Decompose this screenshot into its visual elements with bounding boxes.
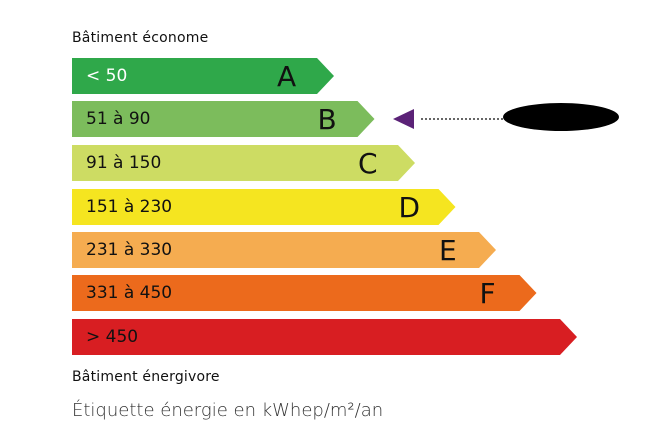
energy-class-f: 331 à 450 F [72, 275, 537, 311]
bottom-caption: Bâtiment énergivore [72, 369, 220, 385]
class-bar-shape [72, 232, 496, 268]
class-bar-shape [72, 189, 456, 225]
class-range: < 50 [86, 66, 128, 86]
class-letter: B [317, 103, 337, 136]
top-caption: Bâtiment économe [72, 30, 209, 46]
class-letter: F [479, 277, 496, 310]
class-bar-shape [72, 58, 334, 94]
class-bar-shape [72, 101, 375, 137]
energy-class-g: > 450 G [72, 319, 577, 355]
class-range: > 450 [86, 327, 139, 347]
class-letter: C [358, 147, 378, 180]
class-range: 231 à 330 [86, 240, 173, 260]
energy-class-b: 51 à 90 B [72, 101, 375, 137]
class-range: 331 à 450 [86, 283, 173, 303]
rating-indicator [393, 103, 619, 131]
energy-class-e: 231 à 330 E [72, 232, 496, 268]
indicator-arrow-icon [393, 109, 414, 129]
footer-label: Étiquette énergie en kWhep/m²/an [72, 400, 384, 421]
class-range: 51 à 90 [86, 109, 151, 129]
energy-class-c: 91 à 150 C [72, 145, 415, 181]
energy-class-d: 151 à 230 D [72, 189, 456, 225]
energy-class-a: < 50 A [72, 58, 334, 94]
redacted-value [503, 103, 619, 131]
class-letter: A [277, 60, 297, 93]
class-bar-shape [72, 319, 577, 355]
class-bar-shape [72, 275, 537, 311]
class-range: 151 à 230 [86, 197, 173, 217]
class-letter: E [439, 234, 457, 267]
class-bar-shape [72, 145, 415, 181]
class-range: 91 à 150 [86, 153, 162, 173]
class-letter: D [398, 191, 421, 224]
